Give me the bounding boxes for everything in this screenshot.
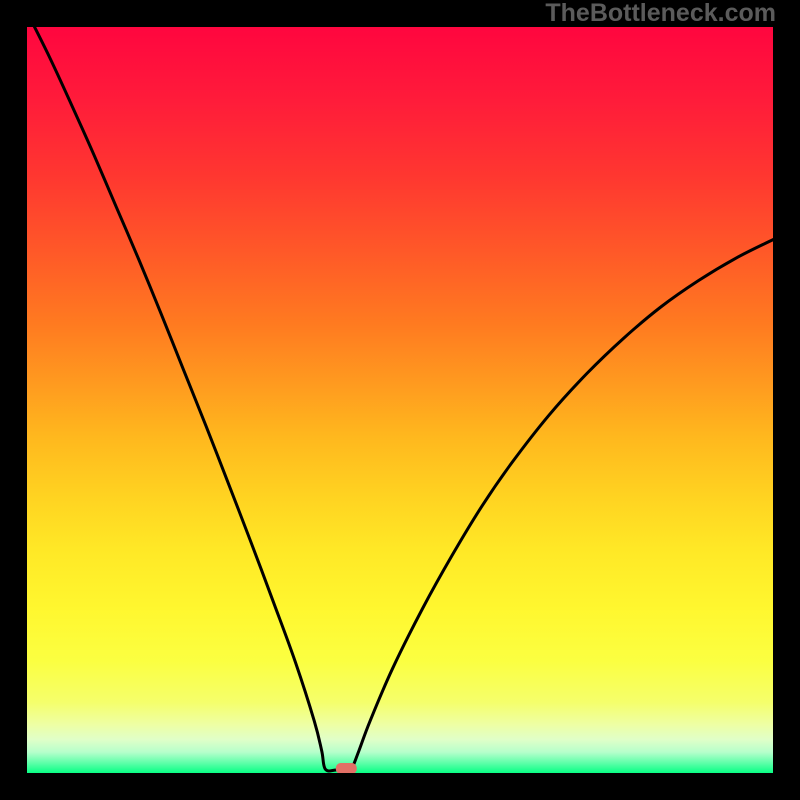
watermark-text: TheBottleneck.com (545, 0, 776, 28)
optimal-point-marker (27, 27, 773, 773)
